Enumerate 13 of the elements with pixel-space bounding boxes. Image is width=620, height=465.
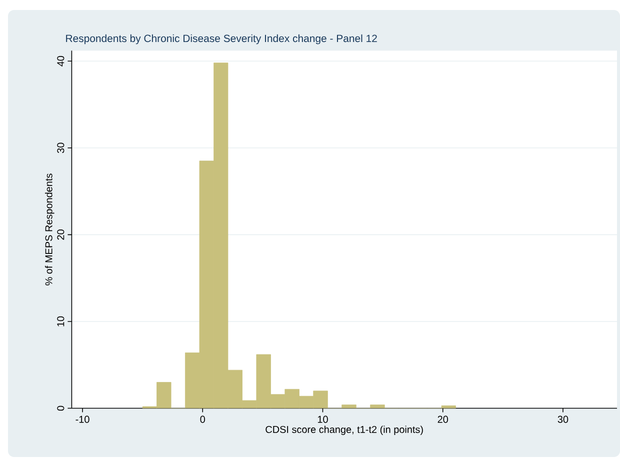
y-tick-label: 40 <box>57 56 64 66</box>
x-tick-label: 20 <box>438 416 448 423</box>
y-axis-title: % of MEPS Respondents <box>45 174 54 286</box>
x-tick-label: 30 <box>558 416 568 423</box>
x-axis-title: CDSI score change, t1-t2 (in points) <box>266 426 423 435</box>
y-tick-label: 20 <box>57 230 64 240</box>
y-tick-label: 30 <box>57 142 64 154</box>
y-tick-label: 10 <box>57 316 64 326</box>
x-tick-label: 10 <box>318 416 328 423</box>
y-tick-label: 0 <box>57 406 64 411</box>
x-tick-label: 0 <box>200 416 206 423</box>
x-tick-label: -10 <box>76 416 90 423</box>
chart-title: Respondents by Chronic Disease Severity Index change - Panel 12 <box>66 34 377 44</box>
